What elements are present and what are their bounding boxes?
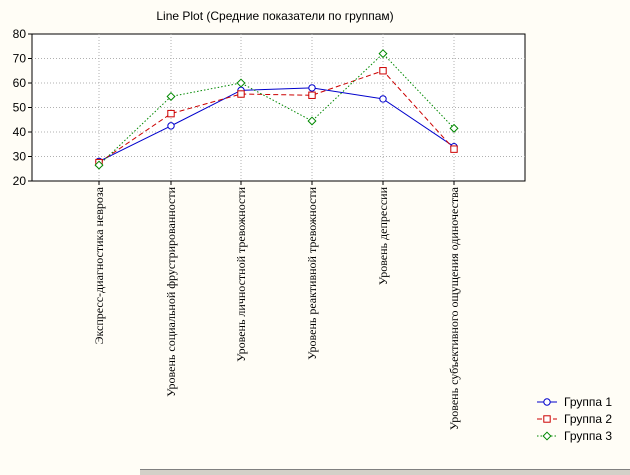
y-tick-label: 70 [13,52,27,66]
data-point [543,415,551,423]
y-tick-label: 30 [13,150,27,164]
x-axis: Экспресс-диагностика невроза Уровень соци… [92,181,461,430]
data-point [379,67,387,75]
y-tick-label: 80 [13,27,27,41]
data-point [307,116,317,126]
data-point [449,123,459,133]
data-point [237,90,245,98]
data-point [378,49,388,59]
series-line [98,87,455,162]
data-point [94,160,104,170]
data-point [167,122,175,130]
y-axis: 20 30 40 50 60 70 80 [13,27,32,188]
window-frame-edge [140,469,630,475]
x-tick-label: Уровень социальной фрустрированности [164,186,178,396]
x-tick-label: Уровень реактивной тревожности [305,186,319,359]
series-line [98,70,455,164]
x-tick-label: Уровень субъективного ощущения одиночест… [447,186,461,430]
data-point [308,91,316,99]
grid-lines [32,34,525,181]
x-tick-label: Экспресс-диагностика невроза [92,186,106,344]
data-point [543,398,551,406]
data-point [166,91,176,101]
y-tick-label: 40 [13,125,27,139]
x-tick-label: Уровень личностной тревожности [234,186,248,361]
data-point [450,145,458,153]
series-lines [98,52,455,166]
legend: Группа 1 Группа 2 Группа 3 [537,395,612,443]
x-tick-label: Уровень депрессии [376,186,390,285]
data-point [542,431,552,441]
data-point [379,95,387,103]
series-markers [94,49,459,170]
legend-label: Группа 1 [564,395,612,409]
chart-title: Line Plot (Средние показатели по группам… [156,9,393,23]
data-point [236,78,246,88]
y-tick-label: 20 [13,174,27,188]
y-tick-label: 60 [13,76,27,90]
legend-label: Группа 2 [564,412,612,426]
y-tick-label: 50 [13,101,27,115]
series-line [98,52,455,166]
data-point [308,84,316,92]
legend-label: Группа 3 [564,429,612,443]
data-point [167,109,175,118]
